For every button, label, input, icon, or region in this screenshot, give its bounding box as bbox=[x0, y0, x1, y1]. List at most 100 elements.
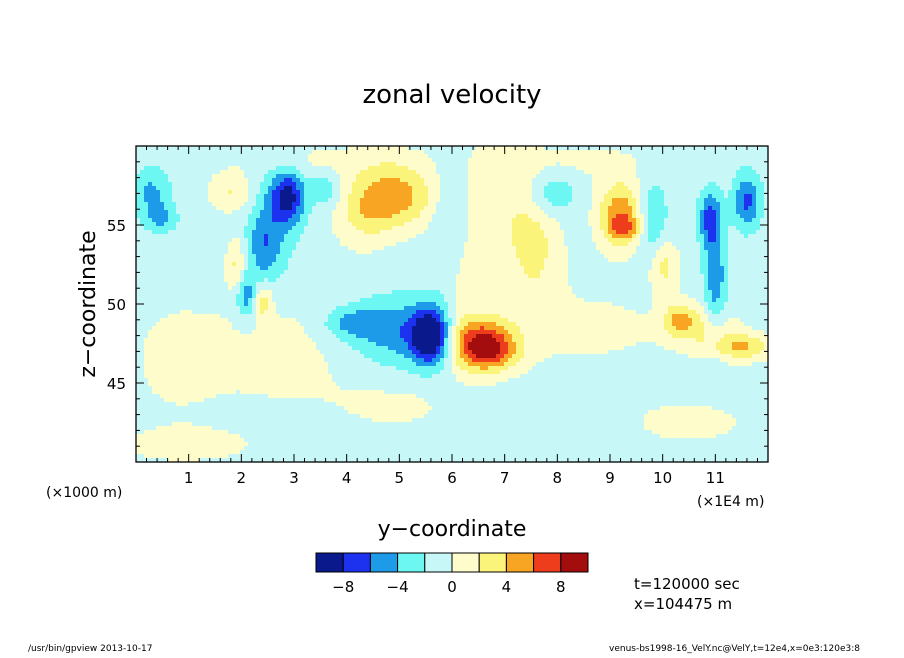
heatmap-cell bbox=[220, 250, 225, 255]
heatmap-cell bbox=[764, 162, 769, 167]
heatmap-cell bbox=[368, 182, 373, 187]
heatmap-cell bbox=[368, 266, 373, 271]
heatmap-cell bbox=[488, 170, 493, 175]
heatmap-cell bbox=[468, 166, 473, 171]
heatmap-cell bbox=[236, 166, 241, 171]
heatmap-cell bbox=[400, 194, 405, 199]
heatmap-cell bbox=[504, 158, 509, 163]
heatmap-cell bbox=[732, 206, 737, 211]
heatmap-cell bbox=[468, 242, 473, 247]
heatmap-cell bbox=[512, 198, 517, 203]
heatmap-cell bbox=[672, 262, 677, 267]
heatmap-cell bbox=[660, 154, 665, 159]
heatmap-cell bbox=[444, 150, 449, 155]
heatmap-cell bbox=[196, 250, 201, 255]
heatmap-cell bbox=[704, 198, 709, 203]
heatmap-cell bbox=[568, 158, 573, 163]
heatmap-cell bbox=[648, 210, 653, 215]
heatmap-cell bbox=[448, 266, 453, 271]
heatmap-cell bbox=[184, 162, 189, 167]
heatmap-cell bbox=[624, 186, 629, 191]
heatmap-cell bbox=[676, 210, 681, 215]
heatmap-cell bbox=[624, 230, 629, 235]
heatmap-cell bbox=[284, 246, 289, 251]
heatmap-cell bbox=[672, 230, 677, 235]
heatmap-cell bbox=[328, 166, 333, 171]
heatmap-cell bbox=[408, 166, 413, 171]
heatmap-cell bbox=[744, 250, 749, 255]
heatmap-cell bbox=[620, 254, 625, 259]
heatmap-cell bbox=[576, 218, 581, 223]
heatmap-cell bbox=[600, 166, 605, 171]
heatmap-cell bbox=[732, 242, 737, 247]
heatmap-cell bbox=[284, 150, 289, 155]
heatmap-cell bbox=[564, 178, 569, 183]
heatmap-cell bbox=[308, 186, 313, 191]
heatmap-cell bbox=[428, 226, 433, 231]
heatmap-cell bbox=[500, 222, 505, 227]
heatmap-cell bbox=[760, 250, 765, 255]
heatmap-cell bbox=[432, 270, 437, 275]
heatmap-cell bbox=[240, 242, 245, 247]
heatmap-cell bbox=[380, 150, 385, 155]
heatmap-cell bbox=[460, 266, 465, 271]
heatmap-cell bbox=[372, 194, 377, 199]
heatmap-cell bbox=[700, 178, 705, 183]
heatmap-cell bbox=[424, 262, 429, 267]
heatmap-cell bbox=[556, 250, 561, 255]
heatmap-cell bbox=[388, 222, 393, 227]
heatmap-cell bbox=[400, 254, 405, 259]
heatmap-cell bbox=[484, 242, 489, 247]
heatmap-cell bbox=[288, 254, 293, 259]
heatmap-cell bbox=[248, 222, 253, 227]
heatmap-cell bbox=[728, 166, 733, 171]
heatmap-cell bbox=[356, 266, 361, 271]
heatmap-cell bbox=[304, 162, 309, 167]
heatmap-cell bbox=[604, 198, 609, 203]
heatmap-cell bbox=[456, 262, 461, 267]
heatmap-cell bbox=[516, 158, 521, 163]
heatmap-cell bbox=[620, 230, 625, 235]
heatmap-cell bbox=[212, 254, 217, 259]
heatmap-cell bbox=[600, 214, 605, 219]
heatmap-cell bbox=[680, 218, 685, 223]
heatmap-cell bbox=[172, 146, 177, 151]
heatmap-cell bbox=[472, 250, 477, 255]
heatmap-cell bbox=[540, 210, 545, 215]
heatmap-cell bbox=[320, 230, 325, 235]
heatmap-cell bbox=[408, 194, 413, 199]
heatmap-cell bbox=[576, 222, 581, 227]
heatmap-cell bbox=[616, 226, 621, 231]
heatmap-cell bbox=[400, 166, 405, 171]
heatmap-cell bbox=[368, 162, 373, 167]
heatmap-cell bbox=[664, 238, 669, 243]
heatmap-cell bbox=[176, 198, 181, 203]
heatmap-cell bbox=[696, 150, 701, 155]
heatmap-cell bbox=[720, 250, 725, 255]
heatmap-cell bbox=[340, 250, 345, 255]
heatmap-cell bbox=[544, 154, 549, 159]
heatmap-cell bbox=[524, 170, 529, 175]
heatmap-cell bbox=[428, 262, 433, 267]
heatmap-cell bbox=[180, 198, 185, 203]
heatmap-cell bbox=[172, 262, 177, 267]
heatmap-cell bbox=[400, 154, 405, 159]
heatmap-cell bbox=[732, 186, 737, 191]
heatmap-cell bbox=[544, 162, 549, 167]
heatmap-cell bbox=[708, 250, 713, 255]
heatmap-cell bbox=[408, 262, 413, 267]
heatmap-cell bbox=[312, 190, 317, 195]
heatmap-cell bbox=[524, 242, 529, 247]
heatmap-cell bbox=[504, 162, 509, 167]
heatmap-cell bbox=[144, 194, 149, 199]
heatmap-cell bbox=[468, 146, 473, 151]
heatmap-cell bbox=[424, 186, 429, 191]
heatmap-cell bbox=[708, 194, 713, 199]
heatmap-cell bbox=[552, 198, 557, 203]
heatmap-cell bbox=[324, 246, 329, 251]
heatmap-cell bbox=[144, 258, 149, 263]
heatmap-cell bbox=[376, 214, 381, 219]
heatmap-cell bbox=[212, 242, 217, 247]
heatmap-cell bbox=[524, 202, 529, 207]
heatmap-cell bbox=[252, 222, 257, 227]
